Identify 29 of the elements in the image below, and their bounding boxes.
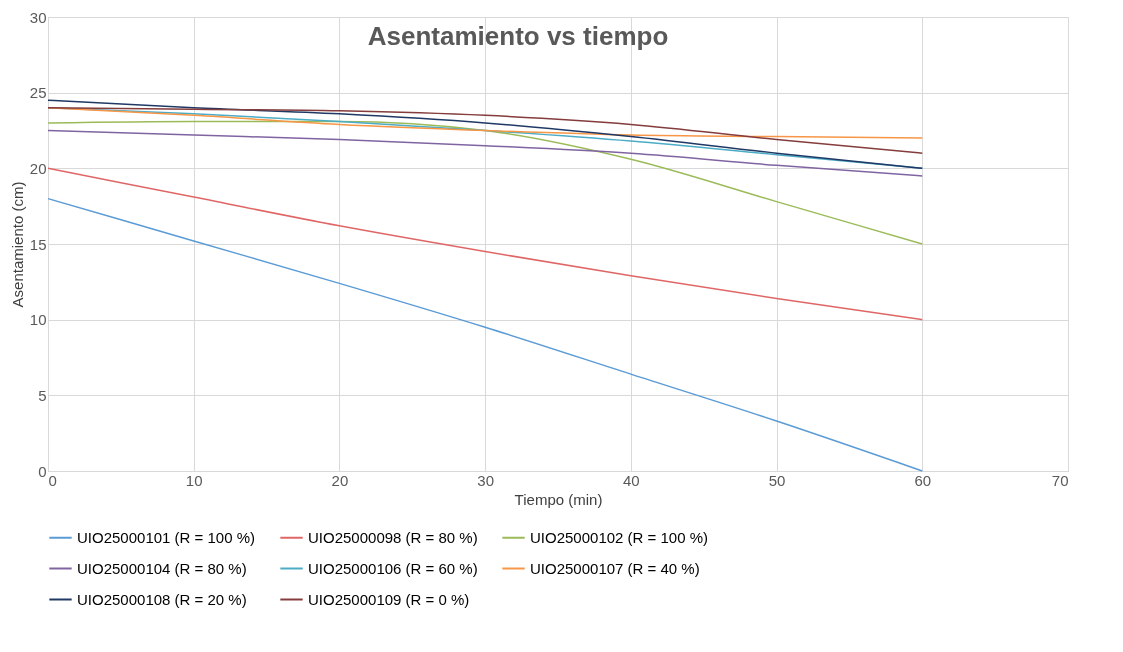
legend-label: UIO25000106 (R = 60 %) <box>308 559 478 577</box>
x-axis-title: Tiempo (min) <box>514 490 603 508</box>
legend-label: UIO25000101 (R = 100 %) <box>77 528 256 546</box>
y-tick-label: 25 <box>29 84 47 102</box>
y-tick-label: 20 <box>29 159 47 177</box>
legend-label: UIO25000108 (R = 20 %) <box>77 590 247 608</box>
y-tick-label: 15 <box>29 235 47 253</box>
line-series <box>47 197 924 472</box>
y-tick-label: 30 <box>29 8 47 26</box>
x-tick-label: 60 <box>914 471 932 489</box>
legend-label: UIO25000109 (R = 0 %) <box>308 590 470 608</box>
line-series <box>47 120 924 245</box>
y-axis-title: Asentamiento (cm) <box>8 181 26 308</box>
x-tick-label: 20 <box>331 471 349 489</box>
x-tick-label: 70 <box>1051 471 1069 489</box>
line-series <box>47 107 924 154</box>
x-tick-label: 30 <box>477 471 494 489</box>
legend-label: UIO25000102 (R = 100 %) <box>530 528 709 546</box>
legend-label: UIO25000107 (R = 40 %) <box>530 559 700 577</box>
x-tick-label: 10 <box>185 471 203 489</box>
legend-label: UIO25000098 (R = 80 %) <box>308 528 478 546</box>
y-tick-label: 10 <box>29 311 47 329</box>
legend-label: UIO25000104 (R = 80 %) <box>77 559 247 577</box>
line-series <box>47 129 924 177</box>
x-tick-label: 50 <box>768 471 786 489</box>
y-tick-label: 5 <box>38 386 47 404</box>
x-tick-label: 40 <box>623 471 640 489</box>
chart-title: Asentamiento vs tiempo <box>367 21 669 51</box>
line-series <box>47 167 924 321</box>
